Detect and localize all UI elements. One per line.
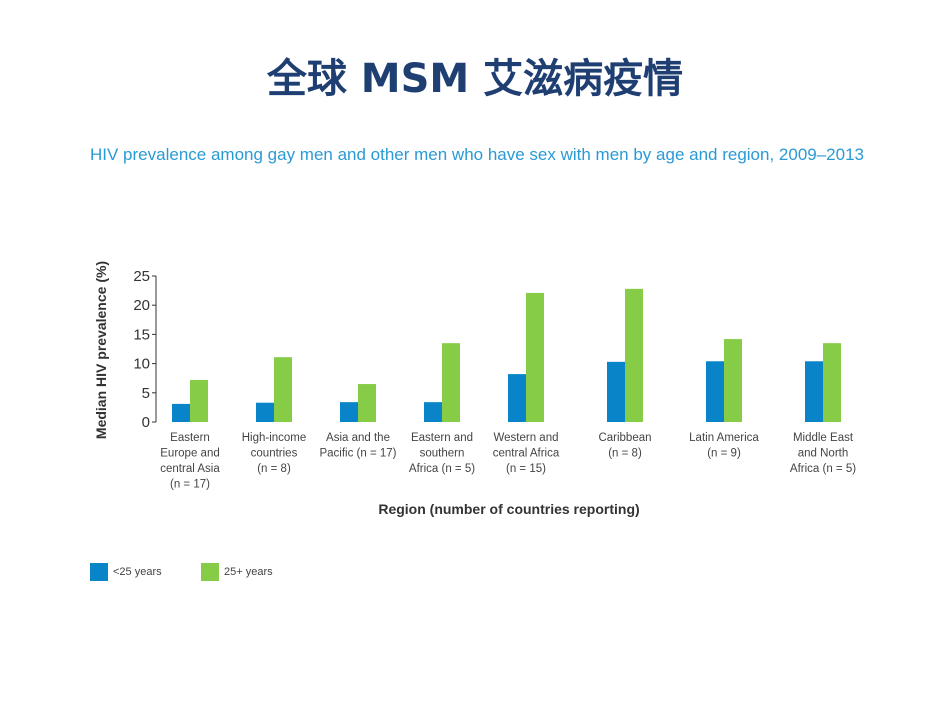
x-tick-label: Asia and the — [326, 432, 390, 444]
x-axis-label: Region (number of countries reporting) — [378, 501, 639, 517]
x-tick-label: Caribbean — [598, 432, 651, 444]
x-tick-label: Africa (n = 5) — [790, 463, 856, 475]
x-tick-label: Western and — [494, 432, 559, 444]
legend-item-under-25: <25 years — [90, 563, 162, 581]
bar-25-plus — [442, 343, 460, 422]
x-tick-label: (n = 8) — [608, 448, 642, 460]
legend-label: 25+ years — [224, 566, 273, 578]
y-tick-label: 20 — [133, 297, 150, 314]
bar-under-25 — [340, 402, 358, 422]
bar-25-plus — [625, 288, 643, 422]
x-tick-label: Europe and — [160, 448, 219, 460]
x-tick-label: Eastern and — [411, 432, 473, 444]
x-tick-label: central Asia — [160, 463, 220, 475]
x-tick-label: High-income — [242, 432, 307, 444]
bar-25-plus — [823, 343, 841, 422]
y-tick-label: 0 — [142, 414, 150, 431]
x-tick-label: Eastern — [170, 432, 210, 444]
x-tick-label: Latin America — [689, 432, 759, 444]
y-tick-label: 5 — [142, 385, 150, 402]
legend-label: <25 years — [113, 566, 162, 578]
x-tick-label: (n = 8) — [257, 463, 291, 475]
y-tick-label: 15 — [133, 326, 150, 343]
bar-25-plus — [526, 292, 544, 422]
legend-item-25-plus: 25+ years — [201, 563, 273, 581]
legend-swatch — [201, 563, 219, 581]
x-tick-label: Africa (n = 5) — [409, 463, 475, 475]
bar-25-plus — [724, 339, 742, 422]
bar-under-25 — [172, 403, 190, 422]
legend-swatch — [90, 563, 108, 581]
bar-under-25 — [805, 361, 823, 422]
bar-under-25 — [256, 402, 274, 422]
bar-under-25 — [607, 361, 625, 422]
x-tick-label: (n = 17) — [170, 479, 210, 491]
chart-title: HIV prevalence among gay men and other m… — [90, 145, 864, 164]
bar-under-25 — [706, 361, 724, 422]
bar-under-25 — [508, 374, 526, 422]
x-tick-label: southern — [420, 448, 465, 460]
x-tick-label: (n = 15) — [506, 463, 546, 475]
x-tick-label: central Africa — [493, 448, 560, 460]
x-tick-label: Pacific (n = 17) — [319, 448, 396, 460]
x-tick-label: countries — [251, 448, 298, 460]
bar-25-plus — [358, 384, 376, 422]
y-tick-label: 25 — [133, 268, 150, 285]
x-tick-label: (n = 9) — [707, 448, 741, 460]
x-tick-label: Middle East — [793, 432, 854, 444]
x-tick-label: and North — [798, 448, 849, 460]
bar-25-plus — [190, 379, 208, 422]
bar-under-25 — [424, 402, 442, 422]
slide-title: 全球 MSM 艾滋病疫情 — [266, 56, 684, 102]
bar-25-plus — [274, 357, 292, 422]
y-axis-label: Median HIV prevalence (%) — [93, 261, 109, 439]
y-tick-label: 10 — [133, 356, 150, 373]
